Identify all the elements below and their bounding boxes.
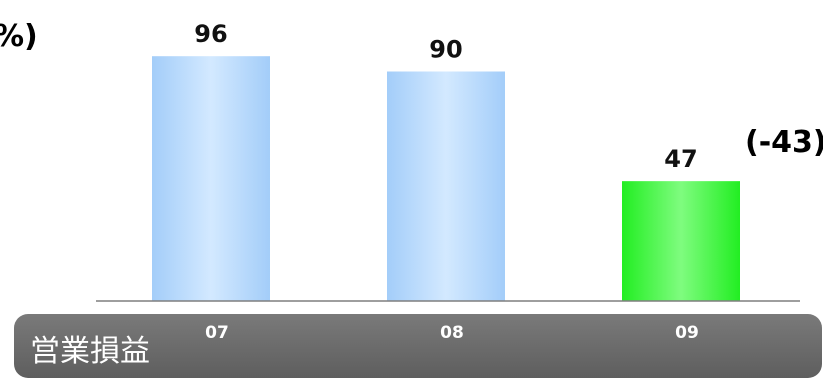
bars-group	[152, 56, 740, 302]
change-annotation: (-43)	[745, 125, 823, 160]
x-tick-label-09: 09	[675, 323, 699, 343]
value-labels-group: 96 90 47	[194, 20, 697, 173]
unit-label: %)	[0, 19, 38, 54]
x-tick-labels-group: 07 08 09	[205, 323, 699, 343]
value-label-07: 96	[194, 20, 227, 48]
value-label-09: 47	[664, 145, 697, 173]
x-tick-label-07: 07	[205, 323, 229, 343]
value-label-08: 90	[429, 36, 462, 64]
bar-08	[387, 71, 505, 301]
x-tick-label-08: 08	[440, 323, 464, 343]
bar-07	[152, 56, 270, 302]
footer-band	[14, 314, 822, 378]
footer-title: 営業損益	[30, 334, 150, 369]
bar-09	[622, 181, 740, 301]
